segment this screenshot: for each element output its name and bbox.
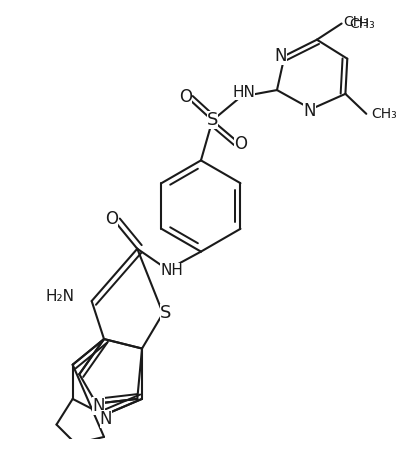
Text: CH₃: CH₃ [343, 15, 369, 29]
Text: H₂N: H₂N [45, 289, 75, 304]
Text: S: S [160, 304, 172, 322]
Text: N: N [303, 102, 316, 120]
Text: N: N [275, 47, 287, 65]
Text: S: S [207, 112, 218, 130]
Text: NH: NH [160, 263, 183, 278]
Text: N: N [100, 410, 112, 428]
Text: N: N [92, 396, 105, 414]
Text: O: O [179, 88, 192, 106]
Text: O: O [105, 210, 118, 228]
Text: HN: HN [232, 86, 255, 100]
Text: CH₃: CH₃ [349, 17, 375, 31]
Text: CH₃: CH₃ [371, 107, 397, 121]
Text: O: O [234, 135, 247, 153]
